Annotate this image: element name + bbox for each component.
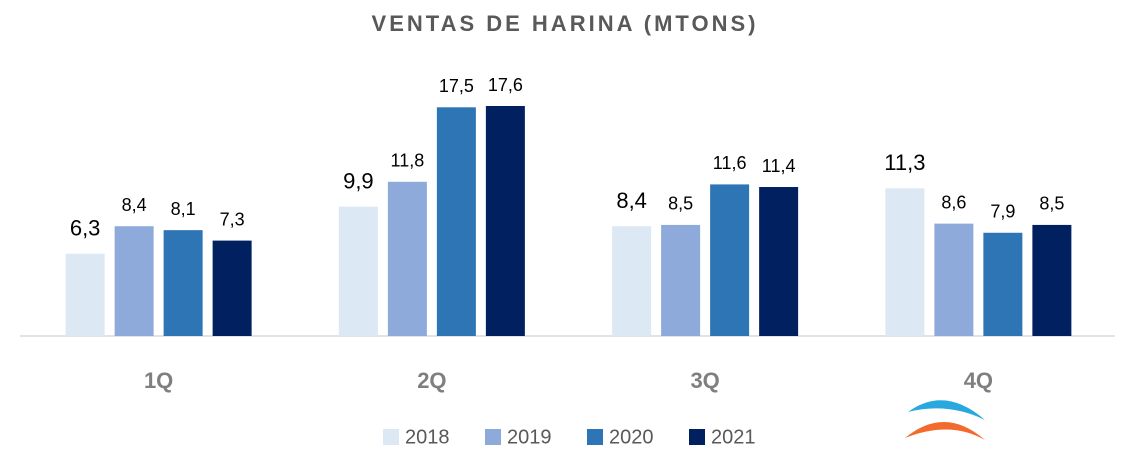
data-label: 7,3: [220, 209, 245, 229]
data-label: 8,5: [668, 194, 693, 214]
chart-title: VENTAS DE HARINA (MTONS): [372, 11, 759, 36]
data-label: 11,6: [713, 153, 747, 173]
bar: [983, 232, 1023, 336]
bar: [212, 240, 252, 336]
x-tick-label: 3Q: [690, 368, 719, 393]
bar: [710, 184, 750, 336]
data-label: 6,3: [70, 215, 101, 240]
x-tick-label: 1Q: [144, 368, 173, 393]
x-tick-label: 4Q: [964, 368, 993, 393]
bar: [661, 224, 701, 336]
bar: [65, 253, 105, 336]
bar: [387, 181, 427, 336]
data-label: 7,9: [990, 202, 1015, 222]
legend-swatch: [485, 429, 501, 445]
data-label: 17,6: [488, 75, 523, 95]
legend-label: 2018: [405, 426, 450, 448]
data-label: 11,3: [884, 150, 925, 175]
legend-swatch: [689, 429, 705, 445]
bar: [114, 226, 154, 336]
bar: [338, 206, 378, 336]
x-tick-label: 2Q: [417, 368, 446, 393]
legend-label: 2020: [609, 426, 654, 448]
bar: [759, 187, 799, 336]
data-label: 11,8: [391, 151, 425, 171]
data-label: 11,4: [762, 156, 796, 176]
bar: [485, 106, 525, 336]
bar: [163, 230, 203, 336]
bar: [885, 188, 925, 336]
legend-label: 2019: [507, 426, 552, 448]
legend-swatch: [587, 429, 603, 445]
data-label: 8,4: [122, 195, 147, 215]
bar: [1032, 224, 1072, 336]
data-label: 8,5: [1039, 194, 1064, 214]
data-label: 8,4: [616, 188, 647, 213]
data-label: 17,5: [439, 76, 474, 96]
bar: [436, 107, 476, 336]
logo: [905, 400, 985, 440]
bar: [934, 223, 974, 336]
data-label: 9,9: [343, 168, 374, 193]
data-label: 8,6: [941, 192, 966, 212]
bar: [612, 226, 652, 336]
legend-swatch: [383, 429, 399, 445]
legend-label: 2021: [711, 426, 756, 448]
data-label: 8,1: [171, 199, 196, 219]
